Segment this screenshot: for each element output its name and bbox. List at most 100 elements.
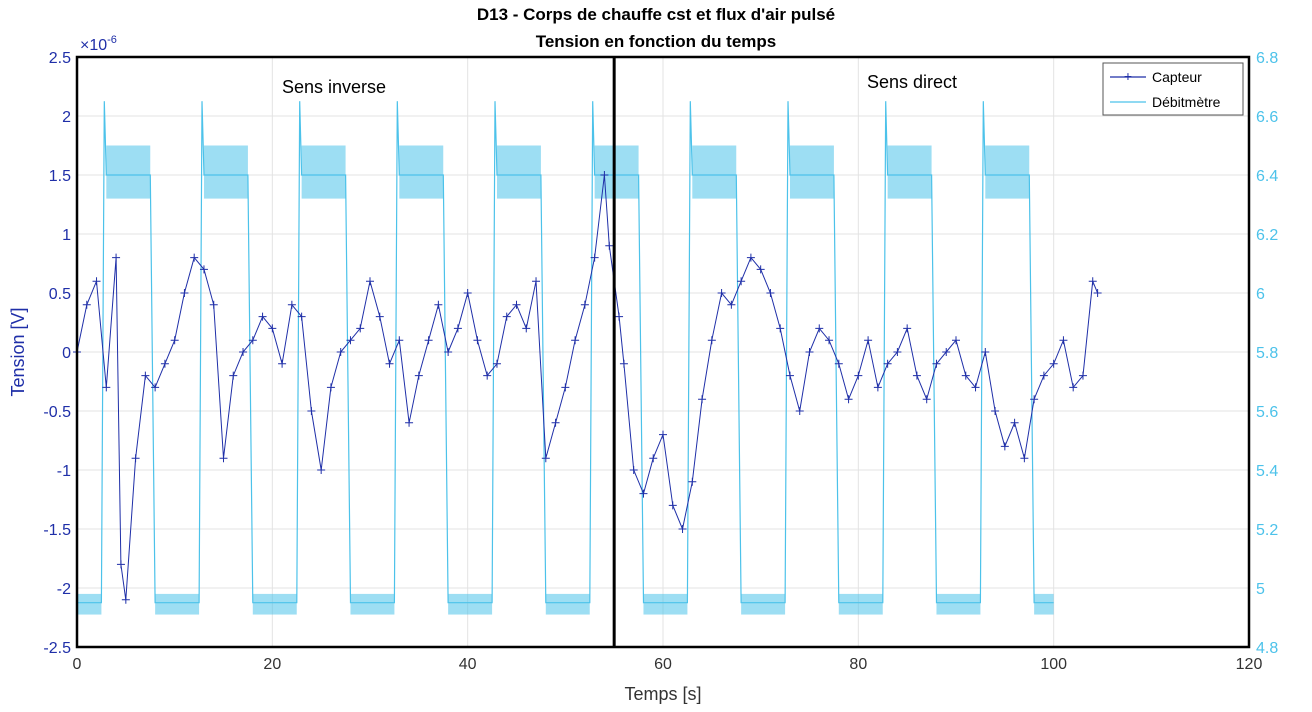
debitmetre-noise-band [106,145,151,199]
debitmetre-noise-band [545,593,590,615]
y-tick-label-left: 1.5 [49,168,71,185]
capteur-point [903,324,912,333]
capteur-point [444,348,453,356]
capteur-point [1059,336,1068,345]
debitmetre-noise-band [789,145,834,199]
capteur-point [473,336,482,345]
capteur-point [1093,289,1102,297]
capteur-point [278,359,287,368]
capteur-point [893,348,902,356]
capteur-point [116,560,125,569]
y-tick-label-right: 4.8 [1256,640,1278,657]
capteur-point [434,300,443,309]
capteur-point [639,489,648,498]
capteur-point [707,336,716,345]
x-tick-label: 80 [849,656,867,673]
capteur-point [219,454,228,463]
y-tick-label-right: 6.8 [1256,50,1278,67]
capteur-point [785,371,794,380]
y-tick-label-right: 5.8 [1256,345,1278,362]
capteur-point [112,253,121,262]
capteur-point [922,395,931,404]
capteur-point [1000,442,1009,451]
legend-box [1102,62,1244,116]
x-tick-label: 40 [459,656,477,673]
capteur-point [180,289,189,297]
debitmetre-noise-band [741,593,786,615]
legend-label-capteur: Capteur [1152,69,1202,85]
capteur-point [1049,359,1058,368]
capteur-point [375,312,384,321]
capteur-point [326,383,335,392]
capteur-point [883,359,892,368]
capteur-point [746,253,755,262]
capteur-point [873,383,882,392]
debitmetre-noise-band [838,593,883,615]
capteur-point [258,312,267,321]
debitmetre-noise-band [350,593,395,615]
capteur-point [1088,277,1097,286]
capteur-point [268,324,277,333]
capteur-point [1030,395,1039,404]
capteur-point [160,359,169,368]
capteur-point [170,336,179,345]
capteur-point [795,407,804,415]
y-tick-label-left: -2 [57,581,71,598]
debitmetre-noise-band [887,145,932,199]
y-tick-label-left: -1 [57,463,71,480]
capteur-point [688,477,697,486]
debitmetre-noise-band [496,145,541,199]
capteur-point [395,336,404,345]
y-tick-label-right: 6.2 [1256,227,1278,244]
capteur-point [805,348,814,356]
y-tick-label-right: 6.6 [1256,109,1278,126]
y-tick-label-left: 2 [62,109,71,126]
debitmetre-noise-band [985,145,1030,199]
capteur-point [766,289,775,297]
y-tick-label-left: 0.5 [49,286,71,303]
y-axis-left-ticks: -2.5 -2 -1.5 -1 -0.5 0 0.5 1 1.5 2 2.5 [43,50,71,657]
capteur-point [854,371,863,380]
capteur-point [590,253,599,262]
y-tick-label-right: 5 [1256,581,1265,598]
debitmetre-noise-band [643,593,688,615]
y-tick-label-right: 6.4 [1256,168,1278,185]
y-exponent-label: ×10-6 [80,34,117,54]
y-axis-right-ticks: 4.8 5 5.2 5.4 5.6 5.8 6 6.2 6.4 6.6 6.8 [1256,50,1278,657]
capteur-point [82,300,91,309]
capteur-point [209,300,218,309]
capteur-point [717,289,726,297]
capteur-point [248,336,257,345]
capteur-point [385,359,394,368]
capteur-point [815,324,824,333]
capteur-point [1069,383,1078,392]
capteur-point [1039,371,1048,380]
debitmetre-noise-band [1034,593,1054,615]
capteur-point [932,359,941,368]
capteur-point [190,253,199,262]
capteur-point [981,348,990,356]
capteur-point [102,383,111,392]
capteur-point [698,395,707,404]
capteur-point [678,525,687,533]
series-debitmetre [77,101,1054,615]
chart-subtitle: Tension en fonction du temps [536,32,777,51]
capteur-point [502,312,511,321]
capteur-point [1010,418,1019,427]
legend-marker-capteur: + [1124,68,1132,84]
capteur-point [834,359,843,368]
capteur-point [287,300,296,309]
capteur-point [844,395,853,404]
capteur-point [991,407,1000,415]
capteur-point [737,277,746,286]
x-tick-label: 100 [1040,656,1067,673]
y-tick-label-left: 0 [62,345,71,362]
debitmetre-noise-band [155,593,200,615]
capteur-point [1078,371,1087,380]
capteur-point [92,277,101,286]
x-tick-label: 20 [263,656,281,673]
capteur-point [619,359,628,368]
y-axis-label: Tension [V] [8,307,28,396]
capteur-point [605,241,614,250]
capteur-point [317,466,326,474]
